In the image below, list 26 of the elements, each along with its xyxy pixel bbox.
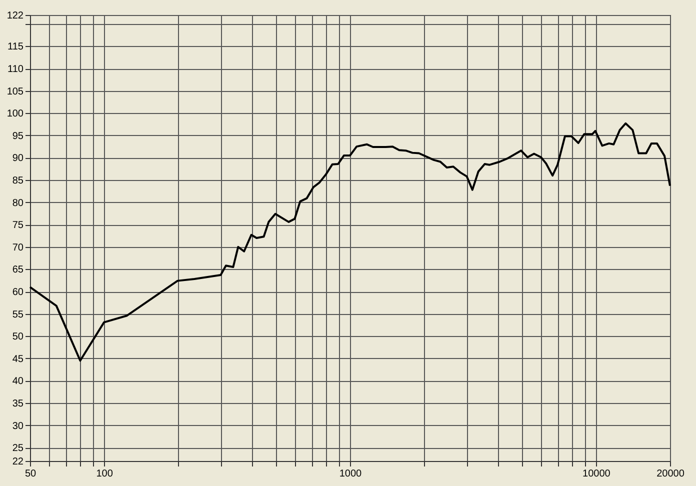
x-tick-label: 50 <box>24 468 36 480</box>
y-tick-label: 75 <box>12 220 24 232</box>
y-tick-label: 85 <box>12 176 24 187</box>
y-tick-label: 115 <box>8 42 24 53</box>
y-tick-label: 90 <box>12 153 24 164</box>
y-tick-label: 95 <box>12 130 24 142</box>
y-tick-label: 45 <box>12 354 24 365</box>
y-tick-label: 30 <box>12 420 24 432</box>
y-tick-label: 100 <box>6 108 24 120</box>
x-tick-label: 100 <box>96 468 114 480</box>
y-tick-label: 40 <box>12 376 24 388</box>
y-tick-label: 80 <box>12 198 24 209</box>
y-tick-label: 25 <box>12 443 24 454</box>
x-tick-label: 10000 <box>582 468 611 480</box>
y-tick-label: 60 <box>12 287 24 298</box>
y-tick-label: 35 <box>12 398 24 410</box>
y-tick-label: 105 <box>6 86 24 98</box>
y-tick-label: 70 <box>12 242 24 254</box>
y-tick-label: 110 <box>8 64 24 76</box>
y-tick-label: 22 <box>12 456 24 468</box>
y-tick-label: 65 <box>12 264 24 276</box>
x-tick-label: 20000 <box>656 468 685 480</box>
x-tick-label: 1000 <box>339 468 362 480</box>
y-tick-label: 55 <box>12 309 24 320</box>
y-tick-label: 122 <box>6 10 24 22</box>
y-tick-label: 50 <box>12 332 24 343</box>
